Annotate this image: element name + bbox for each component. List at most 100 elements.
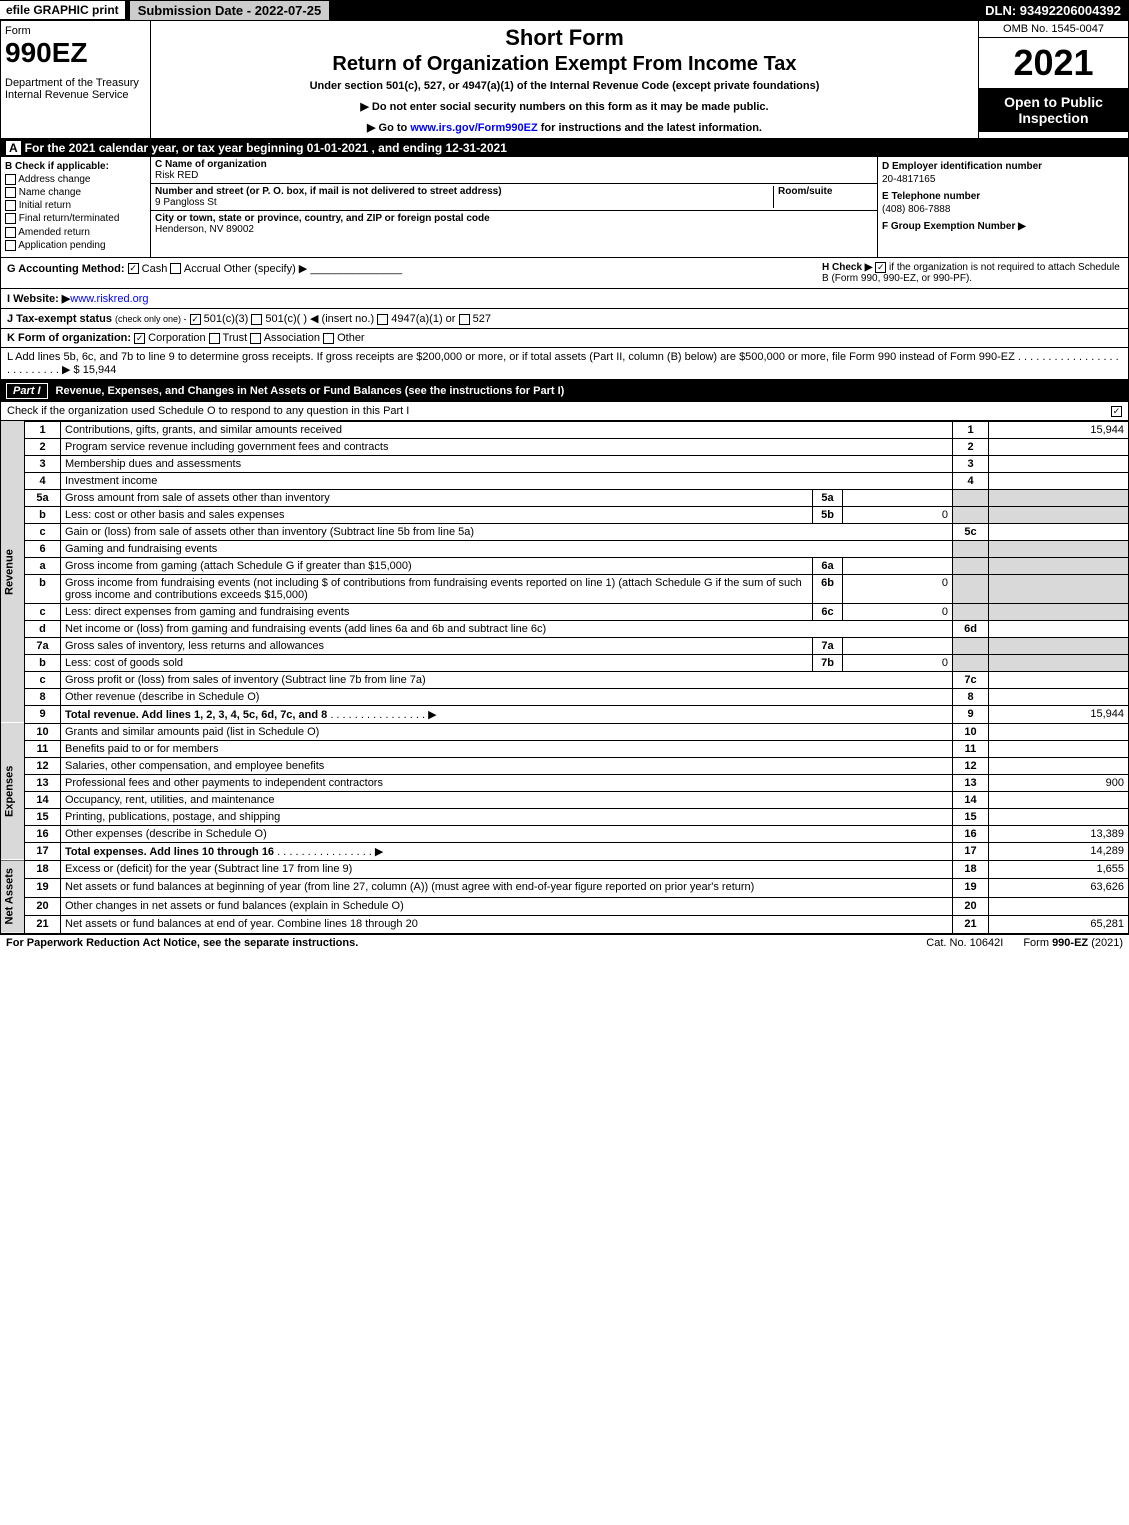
note-goto: ▶ Go to www.irs.gov/Form990EZ for instru…	[155, 121, 974, 134]
main-line-number: 10	[953, 723, 989, 740]
main-amount	[989, 740, 1129, 757]
box-c: C Name of organizationRisk RED Number an…	[151, 157, 878, 257]
main-line-number: 16	[953, 825, 989, 842]
sub-line-number: 6b	[813, 574, 843, 603]
main-line-number: 1	[953, 421, 989, 438]
line-desc: Benefits paid to or for members	[61, 740, 953, 757]
main-line-shade	[953, 654, 989, 671]
irs-link[interactable]: www.irs.gov/Form990EZ	[410, 122, 537, 134]
line-number: a	[25, 557, 61, 574]
schedule-b-checkbox[interactable]	[875, 262, 886, 273]
schedule-o-checkbox[interactable]	[1111, 406, 1122, 417]
line-desc: Gross profit or (loss) from sales of inv…	[61, 671, 953, 688]
main-line-number: 2	[953, 438, 989, 455]
line-number: 1	[25, 421, 61, 438]
form-org-checkbox[interactable]	[323, 333, 334, 344]
box-b-option[interactable]: Amended return	[5, 227, 146, 238]
sub-line-number: 7a	[813, 637, 843, 654]
main-line-number: 15	[953, 808, 989, 825]
line-number: c	[25, 523, 61, 540]
line-l: L Add lines 5b, 6c, and 7b to line 9 to …	[0, 348, 1129, 380]
box-b-option[interactable]: Address change	[5, 174, 146, 185]
website-link[interactable]: www.riskred.org	[70, 293, 148, 305]
open-public: Open to Public Inspection	[979, 88, 1128, 132]
ein: 20-4817165	[882, 174, 1124, 185]
cat-no: Cat. No. 10642I	[906, 937, 1023, 949]
527-checkbox[interactable]	[459, 314, 470, 325]
form-org-checkbox[interactable]	[209, 333, 220, 344]
line-number: 10	[25, 723, 61, 740]
line-desc: Grants and similar amounts paid (list in…	[61, 723, 953, 740]
sub-amount	[843, 489, 953, 506]
main-line-number: 19	[953, 879, 989, 897]
main-amount-shade	[989, 506, 1129, 523]
box-b-option[interactable]: Initial return	[5, 200, 146, 211]
line-desc: Other expenses (describe in Schedule O)	[61, 825, 953, 842]
form-org-checkbox[interactable]	[134, 333, 145, 344]
top-bar: efile GRAPHIC print Submission Date - 20…	[0, 0, 1129, 20]
line-k: K Form of organization: Corporation Trus…	[0, 329, 1129, 348]
sub-line-number: 5b	[813, 506, 843, 523]
line-desc: Total expenses. Add lines 10 through 16 …	[61, 842, 953, 860]
4947-checkbox[interactable]	[377, 314, 388, 325]
line-number: 8	[25, 688, 61, 705]
line-number: 19	[25, 879, 61, 897]
sub-amount	[843, 557, 953, 574]
main-line-number: 13	[953, 774, 989, 791]
line-j: J Tax-exempt status (check only one) - 5…	[0, 309, 1129, 329]
box-b-option[interactable]: Name change	[5, 187, 146, 198]
form-org-checkbox[interactable]	[250, 333, 261, 344]
tax-year: 2021	[979, 38, 1128, 88]
line-desc: Printing, publications, postage, and shi…	[61, 808, 953, 825]
section-bcdef: B Check if applicable: Address change Na…	[0, 157, 1129, 258]
501c-checkbox[interactable]	[251, 314, 262, 325]
line-desc: Gross income from fundraising events (no…	[61, 574, 813, 603]
cash-checkbox[interactable]	[128, 263, 139, 274]
sub-line-number: 7b	[813, 654, 843, 671]
main-amount	[989, 723, 1129, 740]
main-line-shade	[953, 557, 989, 574]
gross-receipts: ▶ $ 15,944	[62, 364, 116, 376]
accrual-checkbox[interactable]	[170, 263, 181, 274]
main-amount-shade	[989, 574, 1129, 603]
main-line-number: 7c	[953, 671, 989, 688]
line-desc: Total revenue. Add lines 1, 2, 3, 4, 5c,…	[61, 705, 953, 723]
line-desc: Occupancy, rent, utilities, and maintena…	[61, 791, 953, 808]
sub-amount: 0	[843, 654, 953, 671]
line-desc: Excess or (deficit) for the year (Subtra…	[61, 860, 953, 878]
line-number: 4	[25, 472, 61, 489]
submission-date: Submission Date - 2022-07-25	[129, 0, 331, 21]
line-desc: Membership dues and assessments	[61, 455, 953, 472]
main-amount: 63,626	[989, 879, 1129, 897]
main-amount	[989, 523, 1129, 540]
line-number: b	[25, 506, 61, 523]
line-number: 11	[25, 740, 61, 757]
501c3-checkbox[interactable]	[190, 314, 201, 325]
main-line-number: 3	[953, 455, 989, 472]
main-amount	[989, 438, 1129, 455]
header-center: Short Form Return of Organization Exempt…	[151, 21, 978, 138]
form-label: Form	[5, 25, 146, 37]
line-desc: Professional fees and other payments to …	[61, 774, 953, 791]
line-number: b	[25, 574, 61, 603]
line-number: 13	[25, 774, 61, 791]
sub-amount: 0	[843, 603, 953, 620]
main-amount-shade	[989, 637, 1129, 654]
main-amount	[989, 455, 1129, 472]
main-amount	[989, 620, 1129, 637]
section-side-label: Expenses	[1, 723, 25, 860]
line-desc: Investment income	[61, 472, 953, 489]
box-b-option[interactable]: Application pending	[5, 240, 146, 251]
line-number: 21	[25, 916, 61, 934]
note-ssn: ▶ Do not enter social security numbers o…	[155, 100, 974, 113]
part1-check-o: Check if the organization used Schedule …	[0, 402, 1129, 421]
line-number: 2	[25, 438, 61, 455]
main-line-number: 20	[953, 897, 989, 915]
box-b-option[interactable]: Final return/terminated	[5, 213, 146, 224]
line-number: 7a	[25, 637, 61, 654]
main-amount: 1,655	[989, 860, 1129, 878]
line-a: AFor the 2021 calendar year, or tax year…	[0, 139, 1129, 157]
main-amount: 14,289	[989, 842, 1129, 860]
section-side-label: Net Assets	[1, 860, 25, 933]
main-amount: 13,389	[989, 825, 1129, 842]
